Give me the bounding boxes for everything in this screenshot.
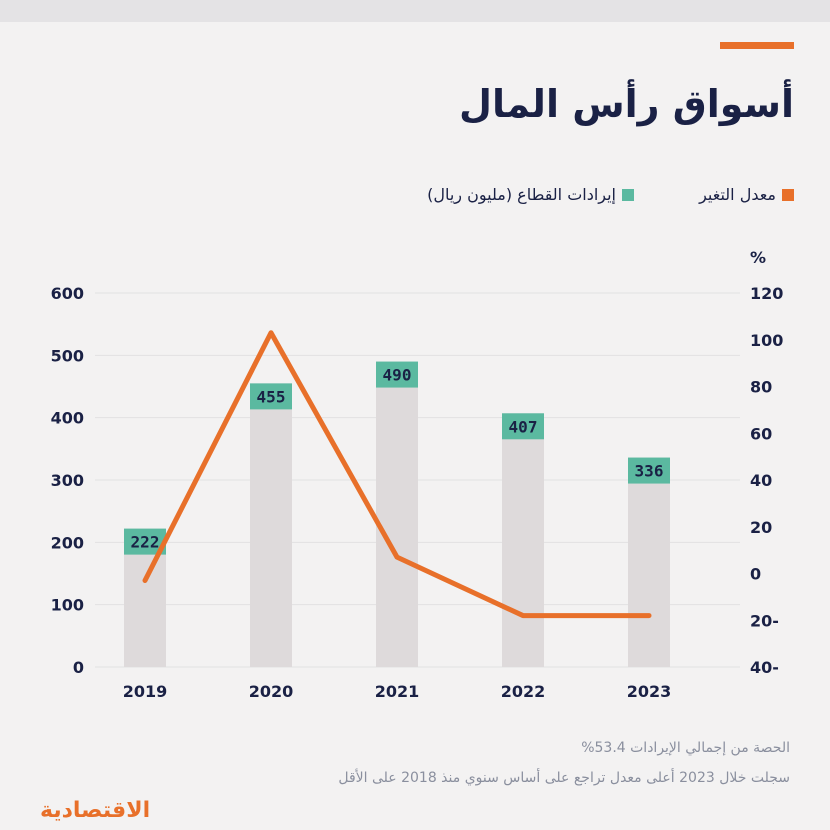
change-rate-point <box>647 613 651 618</box>
right-axis-tick: 60 <box>750 424 772 443</box>
change-rate-point <box>143 578 147 583</box>
left-axis-tick: 400 <box>51 409 84 428</box>
publisher-logo: الاقتصادية <box>40 798 151 823</box>
legend-swatch-teal <box>622 188 634 201</box>
bar-label-box <box>502 413 544 440</box>
right-axis-unit: % <box>750 248 766 267</box>
bar <box>502 413 544 667</box>
legend-change-rate: معدل التغير <box>699 185 794 204</box>
right-axis-tick: 100 <box>750 331 783 350</box>
bar-value-label: 407 <box>509 417 538 436</box>
bar-label-box <box>250 383 292 410</box>
left-axis-tick: 300 <box>51 471 84 490</box>
change-rate-point <box>521 613 525 618</box>
x-axis-tick: 2019 <box>123 682 168 701</box>
left-axis-tick: 0 <box>73 658 84 677</box>
bar-label-box <box>376 361 418 388</box>
accent-line <box>720 42 794 49</box>
bar-label-box <box>628 457 670 484</box>
chart-title: أسواق رأس المال <box>458 82 794 126</box>
note-decline: سجلت خلال 2023 أعلى معدل تراجع على أساس … <box>338 770 790 786</box>
note-share: الحصة من إجمالي الإيرادات 53.4% <box>581 740 790 756</box>
x-axis-tick: 2021 <box>375 682 420 701</box>
right-axis-tick: 40 <box>750 471 772 490</box>
bar <box>628 457 670 667</box>
legend-revenue: إيرادات القطاع (مليون ريال) <box>427 185 634 204</box>
left-axis-tick: 100 <box>51 596 84 615</box>
bar-value-label: 222 <box>131 533 160 552</box>
left-axis-tick: 500 <box>51 346 84 365</box>
right-axis-tick: 20 <box>750 518 772 537</box>
change-rate-point <box>395 555 399 560</box>
right-axis-tick: 0 <box>750 565 761 584</box>
bar <box>250 383 292 667</box>
bar-value-label: 490 <box>383 366 412 385</box>
x-axis-tick: 2020 <box>249 682 294 701</box>
legend-revenue-label: إيرادات القطاع (مليون ريال) <box>427 185 616 204</box>
right-axis-tick: 120 <box>750 284 783 303</box>
bar-value-label: 336 <box>635 462 664 481</box>
x-axis-tick: 2022 <box>501 682 546 701</box>
right-axis-tick: 20- <box>750 611 779 630</box>
x-axis-tick: 2023 <box>627 682 672 701</box>
top-bar <box>0 0 830 22</box>
right-axis-tick: 40- <box>750 658 779 677</box>
right-axis-tick: 80 <box>750 378 772 397</box>
change-rate-point <box>269 330 273 335</box>
left-axis-tick: 200 <box>51 533 84 552</box>
bar <box>376 361 418 667</box>
bar-value-label: 455 <box>257 387 286 406</box>
legend-swatch-orange <box>782 188 794 201</box>
left-axis-tick: 600 <box>51 284 84 303</box>
legend-change-label: معدل التغير <box>699 185 776 204</box>
